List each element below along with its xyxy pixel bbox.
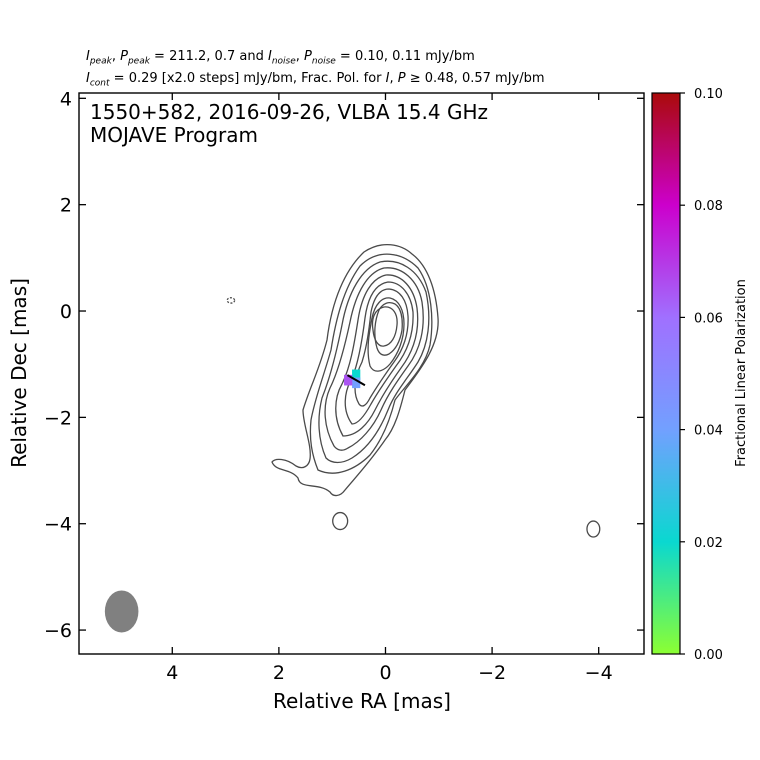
contour-level-5 bbox=[335, 274, 419, 437]
header-line-1: Ipeak, Ppeak = 211.2, 0.7 and Inoise, Pn… bbox=[86, 49, 475, 67]
contour-island bbox=[332, 511, 349, 531]
header-text: , bbox=[389, 71, 398, 86]
colorbar-tick-label: 0.06 bbox=[694, 311, 723, 326]
x-axis-label: Relative RA [mas] bbox=[273, 689, 451, 713]
header-text: = 211.2, 0.7 and bbox=[149, 49, 268, 64]
colorbar-tick-label: 0.08 bbox=[694, 199, 723, 214]
contour-level-4 bbox=[324, 267, 424, 451]
plot-frame bbox=[78, 92, 645, 655]
header-text: = 0.10, 0.11 mJy/bm bbox=[335, 49, 475, 64]
contour-level-3 bbox=[318, 260, 430, 464]
y-tick-label: 4 bbox=[60, 88, 72, 110]
colorbar-tick-label: 0.04 bbox=[694, 424, 723, 439]
header-symbol: P bbox=[304, 49, 312, 64]
header-subscript: peak bbox=[127, 56, 150, 67]
colorbar-tick-label: 0.02 bbox=[694, 536, 723, 551]
header-subscript: cont bbox=[89, 78, 110, 89]
header-subscript: noise bbox=[311, 56, 336, 67]
header-subscript: peak bbox=[89, 56, 112, 67]
x-tick-label: −2 bbox=[478, 662, 506, 684]
y-axis-label: Relative Dec [mas] bbox=[7, 278, 31, 468]
header-symbol: I bbox=[86, 71, 90, 86]
contour-level-7 bbox=[354, 288, 409, 407]
contour-island bbox=[586, 520, 601, 538]
x-tick-label: −4 bbox=[585, 662, 613, 684]
x-tick-label: 4 bbox=[166, 662, 178, 684]
colorbar-tick-label: 0.10 bbox=[694, 87, 723, 102]
contour-level-10 bbox=[371, 306, 398, 347]
y-tick-label: −2 bbox=[44, 407, 72, 429]
contour-level-1 bbox=[271, 244, 439, 497]
header-subscript: noise bbox=[271, 56, 296, 67]
contour-level-8 bbox=[367, 297, 405, 372]
colorbar-tick-label: 0.00 bbox=[694, 648, 723, 663]
plot-title-line-2: MOJAVE Program bbox=[90, 123, 258, 147]
header-symbol: I bbox=[267, 49, 272, 64]
polarization-pixel bbox=[352, 369, 361, 381]
header-symbol: I bbox=[385, 71, 390, 86]
header-text: , bbox=[111, 49, 121, 64]
header-text: ≥ 0.48, 0.57 mJy/bm bbox=[405, 71, 545, 86]
header-symbol: I bbox=[86, 49, 90, 64]
x-tick-label: 0 bbox=[379, 662, 391, 684]
header-text: , bbox=[295, 49, 305, 64]
header-symbol: P bbox=[120, 49, 128, 64]
header-symbol: P bbox=[397, 71, 406, 86]
evpa-tick bbox=[346, 374, 366, 387]
colorbar-label: Fractional Linear Polarization bbox=[734, 279, 749, 467]
polarization-pixel bbox=[352, 377, 361, 389]
y-tick-label: −6 bbox=[44, 620, 72, 642]
header-text: = 0.29 [x2.0 steps] mJy/bm, Frac. Pol. f… bbox=[109, 71, 386, 86]
restoring-beam bbox=[104, 590, 139, 633]
header-line-2: Icont = 0.29 [x2.0 steps] mJy/bm, Frac. … bbox=[86, 71, 545, 89]
y-tick-label: 0 bbox=[60, 301, 72, 323]
y-tick-label: −4 bbox=[44, 514, 72, 536]
contour-island bbox=[226, 297, 236, 304]
x-tick-label: 2 bbox=[273, 662, 285, 684]
colorbar: 0.00 0.02 0.04 0.06 0.08 0.10 bbox=[651, 87, 723, 663]
polarization-pixel bbox=[344, 374, 353, 386]
plot-title-line-1: 1550+582, 2016-09-26, VLBA 15.4 GHz bbox=[90, 100, 488, 124]
contour-level-2 bbox=[309, 253, 433, 474]
y-tick-label: 2 bbox=[60, 195, 72, 217]
contour-level-9 bbox=[374, 302, 403, 356]
colorbar-gradient bbox=[651, 92, 681, 655]
